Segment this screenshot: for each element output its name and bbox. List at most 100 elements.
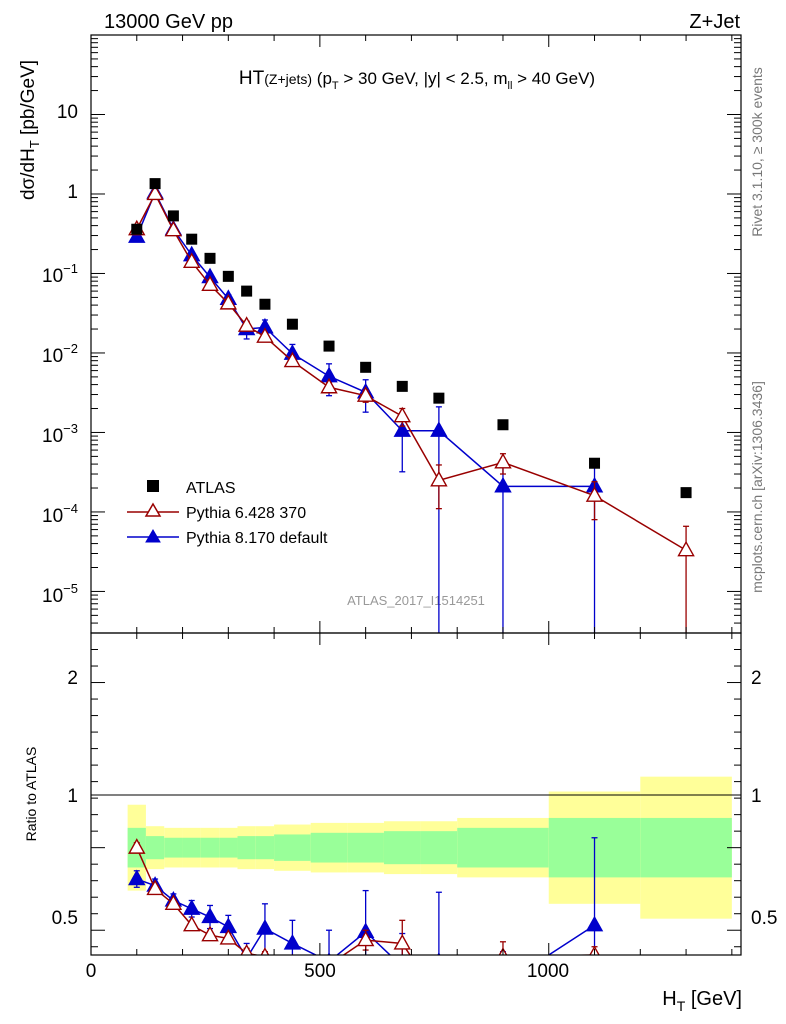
y-axis-title: dσ/dHT [pb/GeV] <box>18 60 42 200</box>
pythia6-point <box>256 327 274 343</box>
legend-label-atlas: ATLAS <box>186 480 236 497</box>
ratio-pythia8-point <box>585 915 604 932</box>
ratio-bands <box>127 776 732 919</box>
ratio-series <box>128 837 694 1004</box>
legend-label-pythia8: Pythia 8.170 default <box>186 530 328 547</box>
pythia8-point <box>128 227 146 243</box>
atlas-data-point <box>222 270 234 282</box>
band-inner <box>640 817 732 878</box>
pythia6-point <box>585 486 604 502</box>
y-tick-label-1e-5: 10−5 <box>42 581 78 607</box>
atlas-data-point <box>167 210 179 222</box>
legend-marker-atlas <box>147 480 159 492</box>
ratio-pythia6-point <box>679 973 694 987</box>
process-label: Z+Jet <box>689 11 740 33</box>
band-inner <box>347 832 384 863</box>
band-inner <box>145 836 165 860</box>
ratio-pythia6-point <box>201 925 219 942</box>
main-series <box>128 178 695 633</box>
atlas-data-point <box>497 419 509 431</box>
pythia6-point <box>430 470 448 487</box>
pythia6-point <box>219 293 238 310</box>
pythia6-point <box>146 184 164 201</box>
band-inner <box>182 837 201 858</box>
pythia8-point <box>430 421 448 437</box>
atlas-data-point <box>396 380 408 392</box>
atlas-data-point <box>360 361 372 373</box>
legend-label-pythia6: Pythia 6.428 370 <box>186 505 306 522</box>
rivet-label: Rivet 3.1.10, ≥ 300k events <box>749 67 765 237</box>
pythia6-point <box>283 351 302 368</box>
ratio-tick-label-right-1: 1 <box>751 786 762 807</box>
band-inner <box>219 837 238 858</box>
band-inner <box>255 836 275 860</box>
mcplots-label: mcplots.cern.ch [arXiv:1306.3436] <box>749 381 765 593</box>
ratio-pythia6-point <box>240 943 253 955</box>
ratio-frame <box>90 632 742 956</box>
band-inner <box>237 836 256 860</box>
x-tick-label-500: 500 <box>304 961 336 982</box>
pythia6-point <box>677 540 695 557</box>
pythia8-point <box>494 476 512 493</box>
pythia6-line <box>136 192 687 551</box>
atlas-data-point <box>433 392 445 404</box>
x-axis-title: HT [GeV] <box>662 988 742 1014</box>
y-tick-label-10: 10 <box>57 102 78 123</box>
y-tick-label-1e-2: 10−2 <box>42 341 78 367</box>
pythia6-point <box>237 316 256 332</box>
pythia6-point <box>164 220 183 237</box>
legend-marker-pythia6 <box>144 502 162 517</box>
ratio-pythia6-point <box>128 838 146 854</box>
band-inner <box>200 837 220 858</box>
pythia8-line <box>136 190 595 488</box>
atlas-data-point <box>241 285 253 297</box>
ratio-tick-label-1: 1 <box>67 786 78 807</box>
ratio-pythia8-point <box>128 869 146 886</box>
ratio-pythia8-point <box>182 899 201 915</box>
atlas-data-point <box>131 223 143 235</box>
ratio-pythia8-point <box>395 958 410 972</box>
legend-marker-pythia8 <box>145 529 161 543</box>
ratio-tick-label-right-2: 2 <box>751 668 762 689</box>
atlas-data-point <box>680 487 692 499</box>
band-inner <box>383 831 421 865</box>
ratio-pythia6-point <box>219 928 238 945</box>
pythia6-point <box>393 406 411 423</box>
y-tick-label-1e-3: 10−3 <box>42 421 78 447</box>
axis-ticks <box>90 34 741 955</box>
ratio-tick-label-2: 2 <box>67 668 78 689</box>
plot-title: HT(Z+jets) (pT > 30 GeV, |y| < 2.5, mll … <box>239 68 595 92</box>
pythia6-point <box>201 275 219 291</box>
legend: ATLAS Pythia 6.428 370 Pythia 8.170 defa… <box>127 480 328 547</box>
ratio-pythia6-line <box>136 847 598 955</box>
band-inner <box>274 834 311 861</box>
ratio-pythia6-point <box>291 953 294 955</box>
y-tick-label-1: 1 <box>67 182 78 203</box>
band-inner <box>164 837 183 858</box>
ratio-pythia6-point <box>431 990 446 1004</box>
ratio-pythia6-point <box>182 915 201 932</box>
energy-label: 13000 GeV pp <box>104 11 233 33</box>
band-inner <box>310 832 348 863</box>
ratio-pythia8-point <box>283 933 302 950</box>
x-tick-label-1000: 1000 <box>527 961 569 982</box>
ratio-tick-label-right-0.5: 0.5 <box>751 908 777 929</box>
band-inner <box>457 827 549 868</box>
ratio-pythia6-point <box>356 930 375 947</box>
ratio-pythia6-point <box>260 947 270 955</box>
pythia6-point <box>494 452 512 469</box>
atlas-data-point <box>149 178 161 190</box>
ratio-pythia6-point <box>146 879 164 896</box>
atlas-data-point <box>323 340 335 352</box>
pythia6-point <box>182 252 201 269</box>
atlas-data-point <box>204 252 216 264</box>
pythia6-point <box>356 386 375 402</box>
analysis-id: ATLAS_2017_I1514251 <box>347 593 485 608</box>
atlas-data-point <box>259 298 271 310</box>
x-tick-label-0: 0 <box>86 961 97 982</box>
pythia8-point <box>393 421 411 437</box>
ratio-pythia8-point <box>495 977 510 991</box>
atlas-data-point <box>186 233 198 245</box>
ratio-tick-label-0.5: 0.5 <box>52 908 78 929</box>
